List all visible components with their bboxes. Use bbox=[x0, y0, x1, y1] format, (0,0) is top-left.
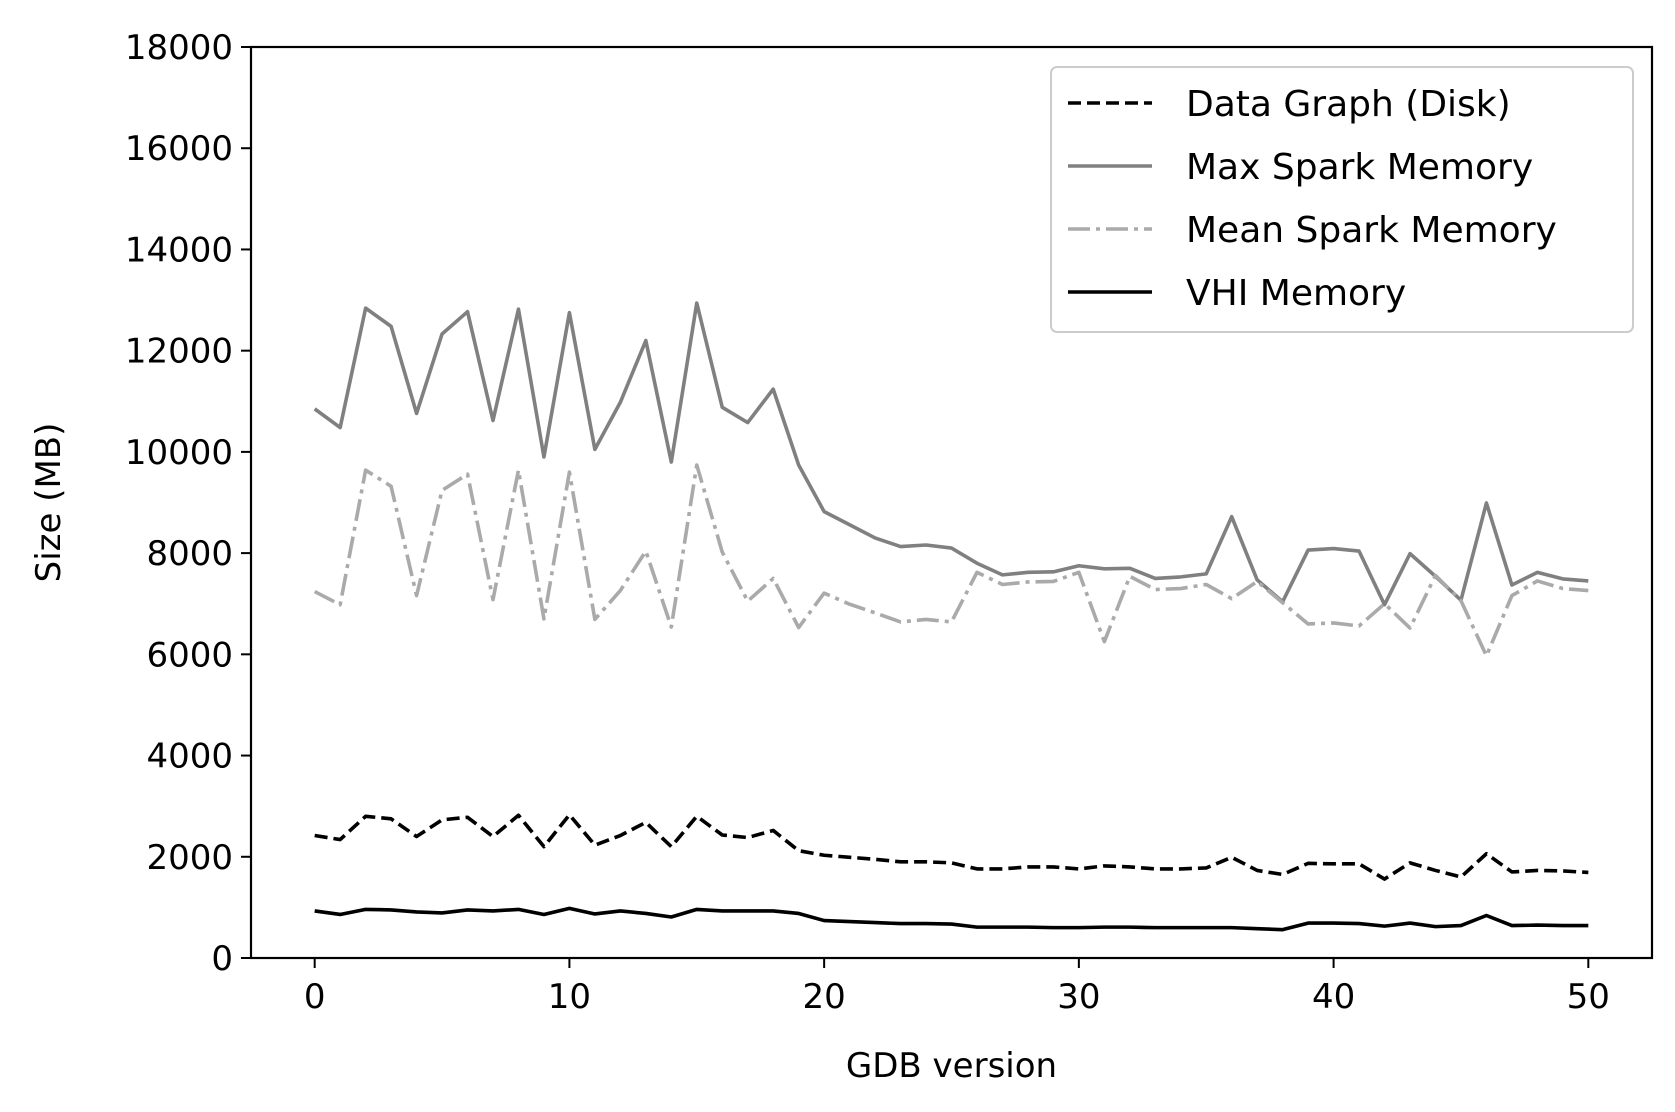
y-tick-label: 2000 bbox=[146, 838, 233, 878]
series-line-3 bbox=[313, 463, 1589, 658]
x-axis-ticks: 0 10 20 30 40 50 bbox=[304, 958, 1610, 1017]
x-tick-label: 10 bbox=[548, 977, 591, 1017]
series-line-2 bbox=[313, 301, 1589, 607]
legend-label-3: Mean Spark Memory bbox=[1186, 210, 1557, 251]
y-tick-label: 10000 bbox=[125, 433, 233, 473]
y-tick-label: 6000 bbox=[146, 635, 233, 675]
y-tick-label: 4000 bbox=[146, 737, 233, 777]
y-axis-label: Size (MB) bbox=[29, 423, 69, 583]
series-line-4 bbox=[314, 906, 1589, 932]
y-tick-label: 18000 bbox=[125, 28, 233, 68]
legend-box bbox=[1050, 66, 1634, 333]
y-tick-label: 14000 bbox=[125, 230, 233, 270]
legend-label-4: VHI Memory bbox=[1186, 273, 1406, 314]
legend: Data Graph (Disk) Max Spark Memory Mean Sp… bbox=[1050, 66, 1634, 333]
y-tick-label: 8000 bbox=[146, 534, 233, 574]
series-line-1 bbox=[314, 812, 1589, 881]
x-tick-label: 50 bbox=[1567, 977, 1610, 1017]
x-tick-label: 20 bbox=[803, 977, 846, 1017]
legend-label-1: Data Graph (Disk) bbox=[1186, 84, 1511, 125]
y-tick-label: 12000 bbox=[125, 332, 233, 372]
series-layer bbox=[313, 301, 1589, 932]
y-tick-label: 0 bbox=[211, 939, 233, 979]
x-tick-label: 0 bbox=[304, 977, 326, 1017]
plot-frame bbox=[249, 45, 1654, 960]
x-axis-label: GDB version bbox=[846, 1046, 1057, 1086]
x-tick-label: 40 bbox=[1312, 977, 1355, 1017]
legend-label-2: Max Spark Memory bbox=[1186, 147, 1533, 188]
y-axis-ticks: 0 2000 4000 6000 8000 10000 12000 14000 16000 180… bbox=[125, 28, 251, 979]
y-tick-label: 16000 bbox=[125, 129, 233, 169]
x-tick-label: 30 bbox=[1057, 977, 1100, 1017]
